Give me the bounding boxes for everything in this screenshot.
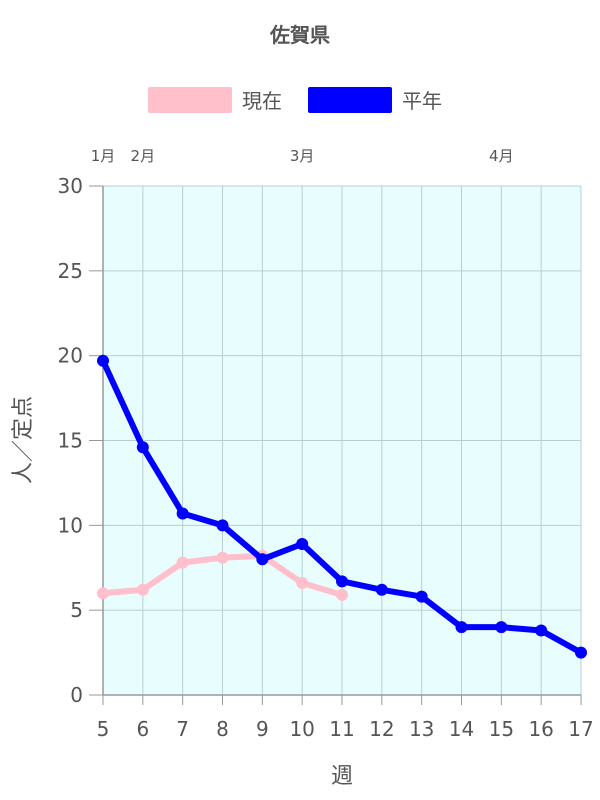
x-tick-label-8: 8 (216, 717, 229, 741)
y-tick-label-20: 20 (58, 344, 83, 368)
data-point-normal-week-9[interactable] (256, 553, 269, 566)
y-tick-label-30: 30 (58, 174, 83, 198)
data-point-normal-week-12[interactable] (375, 583, 388, 596)
y-tick-label-0: 0 (70, 683, 83, 707)
y-axis-label: 人／定点 (11, 396, 36, 484)
x-tick-label-13: 13 (409, 717, 434, 741)
x-tick-label-7: 7 (176, 717, 189, 741)
data-point-normal-week-5[interactable] (97, 354, 109, 367)
data-point-current-week-5[interactable] (97, 587, 109, 600)
data-point-normal-week-8[interactable] (216, 519, 229, 532)
legend-label-normal: 平年 (402, 89, 442, 113)
x-tick-label-11: 11 (329, 717, 354, 741)
x-tick-label-10: 10 (289, 717, 314, 741)
legend: 現在 平年 (148, 87, 442, 113)
data-point-current-week-6[interactable] (136, 583, 149, 596)
data-point-current-week-11[interactable] (336, 588, 348, 601)
x-tick-label-14: 14 (449, 717, 474, 741)
y-tick-label-25: 25 (58, 259, 83, 283)
data-point-normal-week-16[interactable] (535, 624, 548, 637)
data-point-current-week-10[interactable] (296, 577, 309, 590)
x-tick-label-15: 15 (489, 717, 514, 741)
series-layer (97, 354, 587, 659)
month-label-2: 2月 (131, 147, 156, 165)
y-tick-label-15: 15 (58, 429, 83, 453)
data-point-normal-week-7[interactable] (176, 507, 189, 520)
y-tick-label-5: 5 (70, 598, 83, 622)
x-axis-label: 週 (331, 764, 353, 789)
x-tick-label-12: 12 (369, 717, 394, 741)
series-normal (97, 354, 587, 659)
month-label-3: 3月 (290, 147, 315, 165)
x-tick-label-9: 9 (256, 717, 269, 741)
data-point-normal-week-17[interactable] (575, 646, 587, 659)
data-point-current-week-7[interactable] (176, 556, 189, 569)
data-point-normal-week-6[interactable] (136, 441, 149, 454)
data-point-normal-week-15[interactable] (495, 621, 508, 634)
data-point-normal-week-11[interactable] (336, 575, 348, 588)
month-labels: 1月 2月 3月 4月 (91, 147, 514, 165)
x-tick-label-6: 6 (136, 717, 149, 741)
month-label-1: 1月 (91, 147, 116, 165)
grid (102, 185, 582, 696)
legend-swatch-current[interactable] (148, 87, 232, 113)
data-point-current-week-8[interactable] (216, 551, 229, 564)
legend-swatch-normal[interactable] (308, 87, 392, 113)
x-tick-label-5: 5 (97, 717, 110, 741)
y-tick-label-10: 10 (58, 513, 83, 537)
chart-title: 佐賀県 (269, 23, 330, 47)
data-point-normal-week-10[interactable] (296, 537, 309, 550)
month-label-4: 4月 (489, 147, 514, 165)
x-tick-label-17: 17 (568, 717, 593, 741)
data-point-normal-week-13[interactable] (415, 590, 428, 603)
x-tick-label-16: 16 (528, 717, 553, 741)
legend-label-current: 現在 (242, 89, 282, 113)
data-point-normal-week-14[interactable] (455, 621, 468, 634)
